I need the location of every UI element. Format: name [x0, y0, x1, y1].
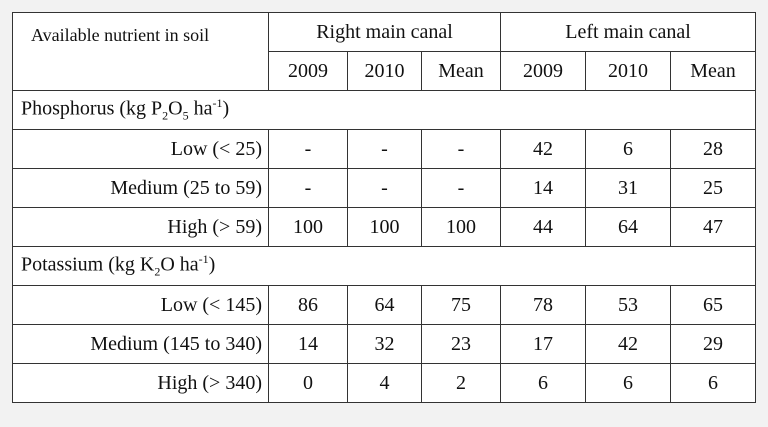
data-row: Low (< 25) - - -42 6 28	[12, 129, 757, 169]
section-row: Potassium (kg K2O ha-1)	[11, 246, 757, 286]
column-header: 2010	[347, 51, 422, 91]
data-row: Low (< 145) 86 64 75 78 53 65	[12, 285, 757, 325]
cell: 78	[500, 285, 587, 325]
title-part: 2	[162, 108, 169, 123]
cell: 6	[585, 363, 672, 403]
cell: 6	[670, 363, 757, 403]
title-part: Potassium (kg K	[21, 253, 155, 276]
cell: 31	[585, 168, 672, 208]
section-row: Phosphorus (kg P2O5 ha-1)	[11, 90, 757, 130]
cell: 86	[268, 285, 348, 325]
row-label: Low (< 145)	[12, 285, 269, 325]
corner-header: Available nutrient in soil	[12, 12, 269, 91]
cell: 64	[585, 207, 672, 247]
cell: 75	[420, 285, 502, 325]
title-part: )	[208, 253, 216, 276]
column-header: 2009	[268, 51, 348, 91]
cell: 6	[500, 363, 587, 403]
column-header: Mean	[420, 51, 502, 91]
cell: 42	[585, 324, 672, 364]
title-part: 5	[182, 108, 189, 123]
cell: 42	[500, 129, 587, 169]
title-part: ha	[188, 97, 213, 120]
column-header: 2009	[500, 51, 587, 91]
title-part: -1	[198, 252, 209, 267]
cell: -	[347, 129, 422, 169]
cell: 29	[670, 324, 757, 364]
table-wrap: Available nutrient in soil Right main can…	[11, 12, 757, 403]
cell: -	[268, 129, 348, 169]
cell: 4	[347, 363, 422, 403]
cell: 44	[500, 207, 587, 247]
data-row: Medium (25 to 59) - - -14 31 25	[12, 168, 757, 208]
cell: 17	[500, 324, 587, 364]
title-part: O	[168, 97, 183, 120]
row-label: High (> 340)	[12, 363, 269, 403]
column-header: Mean	[670, 51, 757, 91]
cell: 100	[347, 207, 422, 247]
title-part: -1	[212, 96, 223, 111]
cell: 32	[347, 324, 422, 364]
row-label: High (> 59)	[12, 207, 269, 247]
cell: 14	[268, 324, 348, 364]
cell: -	[420, 168, 502, 208]
nutrient-table: Available nutrient in soil Right main can…	[11, 12, 757, 403]
title-part: Phosphorus (kg P	[21, 97, 163, 120]
title-part: 2	[154, 264, 161, 279]
cell: 53	[585, 285, 672, 325]
cell: 28	[670, 129, 757, 169]
cell: 23	[420, 324, 502, 364]
data-row: High (> 340) 0 4 2 6 6 6	[12, 363, 757, 403]
cell: 47	[670, 207, 757, 247]
cell: 64	[347, 285, 422, 325]
section-title: Phosphorus (kg P2O5 ha-1)	[11, 90, 757, 130]
row-label: Low (< 25)	[12, 129, 269, 169]
cell: 100	[268, 207, 348, 247]
cell: 6	[585, 129, 672, 169]
cell: -	[268, 168, 348, 208]
cell: 2	[420, 363, 502, 403]
cell: 0	[268, 363, 348, 403]
row-label: Medium (145 to 340)	[12, 324, 269, 364]
cell: 100	[420, 207, 502, 247]
title-part: O ha	[160, 253, 199, 276]
data-row: High (> 59) 100 100 100 44 64 47	[12, 207, 757, 247]
cell: 65	[670, 285, 757, 325]
cell: 25	[670, 168, 757, 208]
group-header: Right main canal	[267, 12, 502, 52]
cell: -	[420, 129, 502, 169]
cell: -	[347, 168, 422, 208]
row-label: Medium (25 to 59)	[12, 168, 269, 208]
cell: 14	[500, 168, 587, 208]
group-header: Left main canal	[500, 12, 757, 52]
title-part: )	[222, 97, 230, 120]
header-row: 2009 2010 Mean 2009 2010 Mean	[13, 51, 757, 91]
column-header: 2010	[585, 51, 672, 91]
header-row: Available nutrient in soil Right main can…	[12, 12, 757, 91]
data-row: Medium (145 to 340) 14 32 23 17 42 29	[12, 324, 757, 364]
section-title: Potassium (kg K2O ha-1)	[11, 246, 757, 286]
